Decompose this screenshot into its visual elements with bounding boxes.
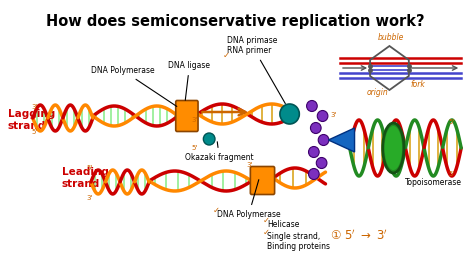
- Text: Single strand,
Binding proteins: Single strand, Binding proteins: [267, 232, 330, 251]
- Text: origin: origin: [366, 88, 388, 97]
- Text: Helicase: Helicase: [267, 220, 300, 229]
- Text: ✓: ✓: [263, 228, 270, 237]
- Text: 5': 5': [448, 171, 455, 177]
- Text: ✓: ✓: [213, 206, 220, 215]
- Text: 5': 5': [448, 119, 455, 125]
- Text: $\mathit{①}$ 5$'$ $\rightarrow$ 3$'$: $\mathit{①}$ 5$'$ $\rightarrow$ 3$'$: [330, 228, 389, 243]
- Polygon shape: [328, 128, 355, 152]
- Text: DNA Polymerase: DNA Polymerase: [91, 66, 177, 106]
- Text: DNA primase
RNA primer: DNA primase RNA primer: [227, 36, 285, 103]
- Circle shape: [309, 168, 319, 180]
- Circle shape: [309, 147, 319, 157]
- Text: ✓: ✓: [223, 51, 230, 60]
- Text: bubble: bubble: [378, 33, 405, 42]
- Ellipse shape: [203, 133, 215, 145]
- Ellipse shape: [383, 123, 404, 173]
- Text: 3': 3': [32, 104, 38, 110]
- FancyBboxPatch shape: [250, 167, 274, 194]
- Text: 3': 3': [191, 117, 198, 123]
- Text: DNA ligase: DNA ligase: [168, 61, 210, 100]
- FancyBboxPatch shape: [176, 101, 198, 131]
- Text: 3': 3': [87, 195, 93, 201]
- Circle shape: [318, 135, 329, 146]
- Text: Leading
strand: Leading strand: [62, 167, 109, 189]
- Text: Okazaki fragment: Okazaki fragment: [185, 142, 254, 162]
- Text: DNA Polymerase: DNA Polymerase: [217, 180, 281, 219]
- Ellipse shape: [384, 126, 402, 170]
- Text: How does semiconservative replication work?: How does semiconservative replication wo…: [46, 14, 425, 29]
- Text: Lagging
strand: Lagging strand: [8, 109, 55, 131]
- Text: fork: fork: [411, 80, 426, 89]
- Circle shape: [316, 157, 327, 168]
- Text: 5': 5': [191, 145, 198, 151]
- Text: ✓: ✓: [263, 216, 270, 225]
- Ellipse shape: [280, 104, 299, 124]
- Text: Topoisomerase: Topoisomerase: [405, 178, 462, 187]
- Text: 5': 5': [87, 165, 93, 171]
- Text: 5': 5': [32, 129, 38, 135]
- Circle shape: [317, 110, 328, 122]
- Circle shape: [310, 123, 321, 134]
- Text: 3': 3': [246, 162, 253, 168]
- Text: 3': 3': [330, 112, 337, 118]
- Circle shape: [307, 101, 317, 111]
